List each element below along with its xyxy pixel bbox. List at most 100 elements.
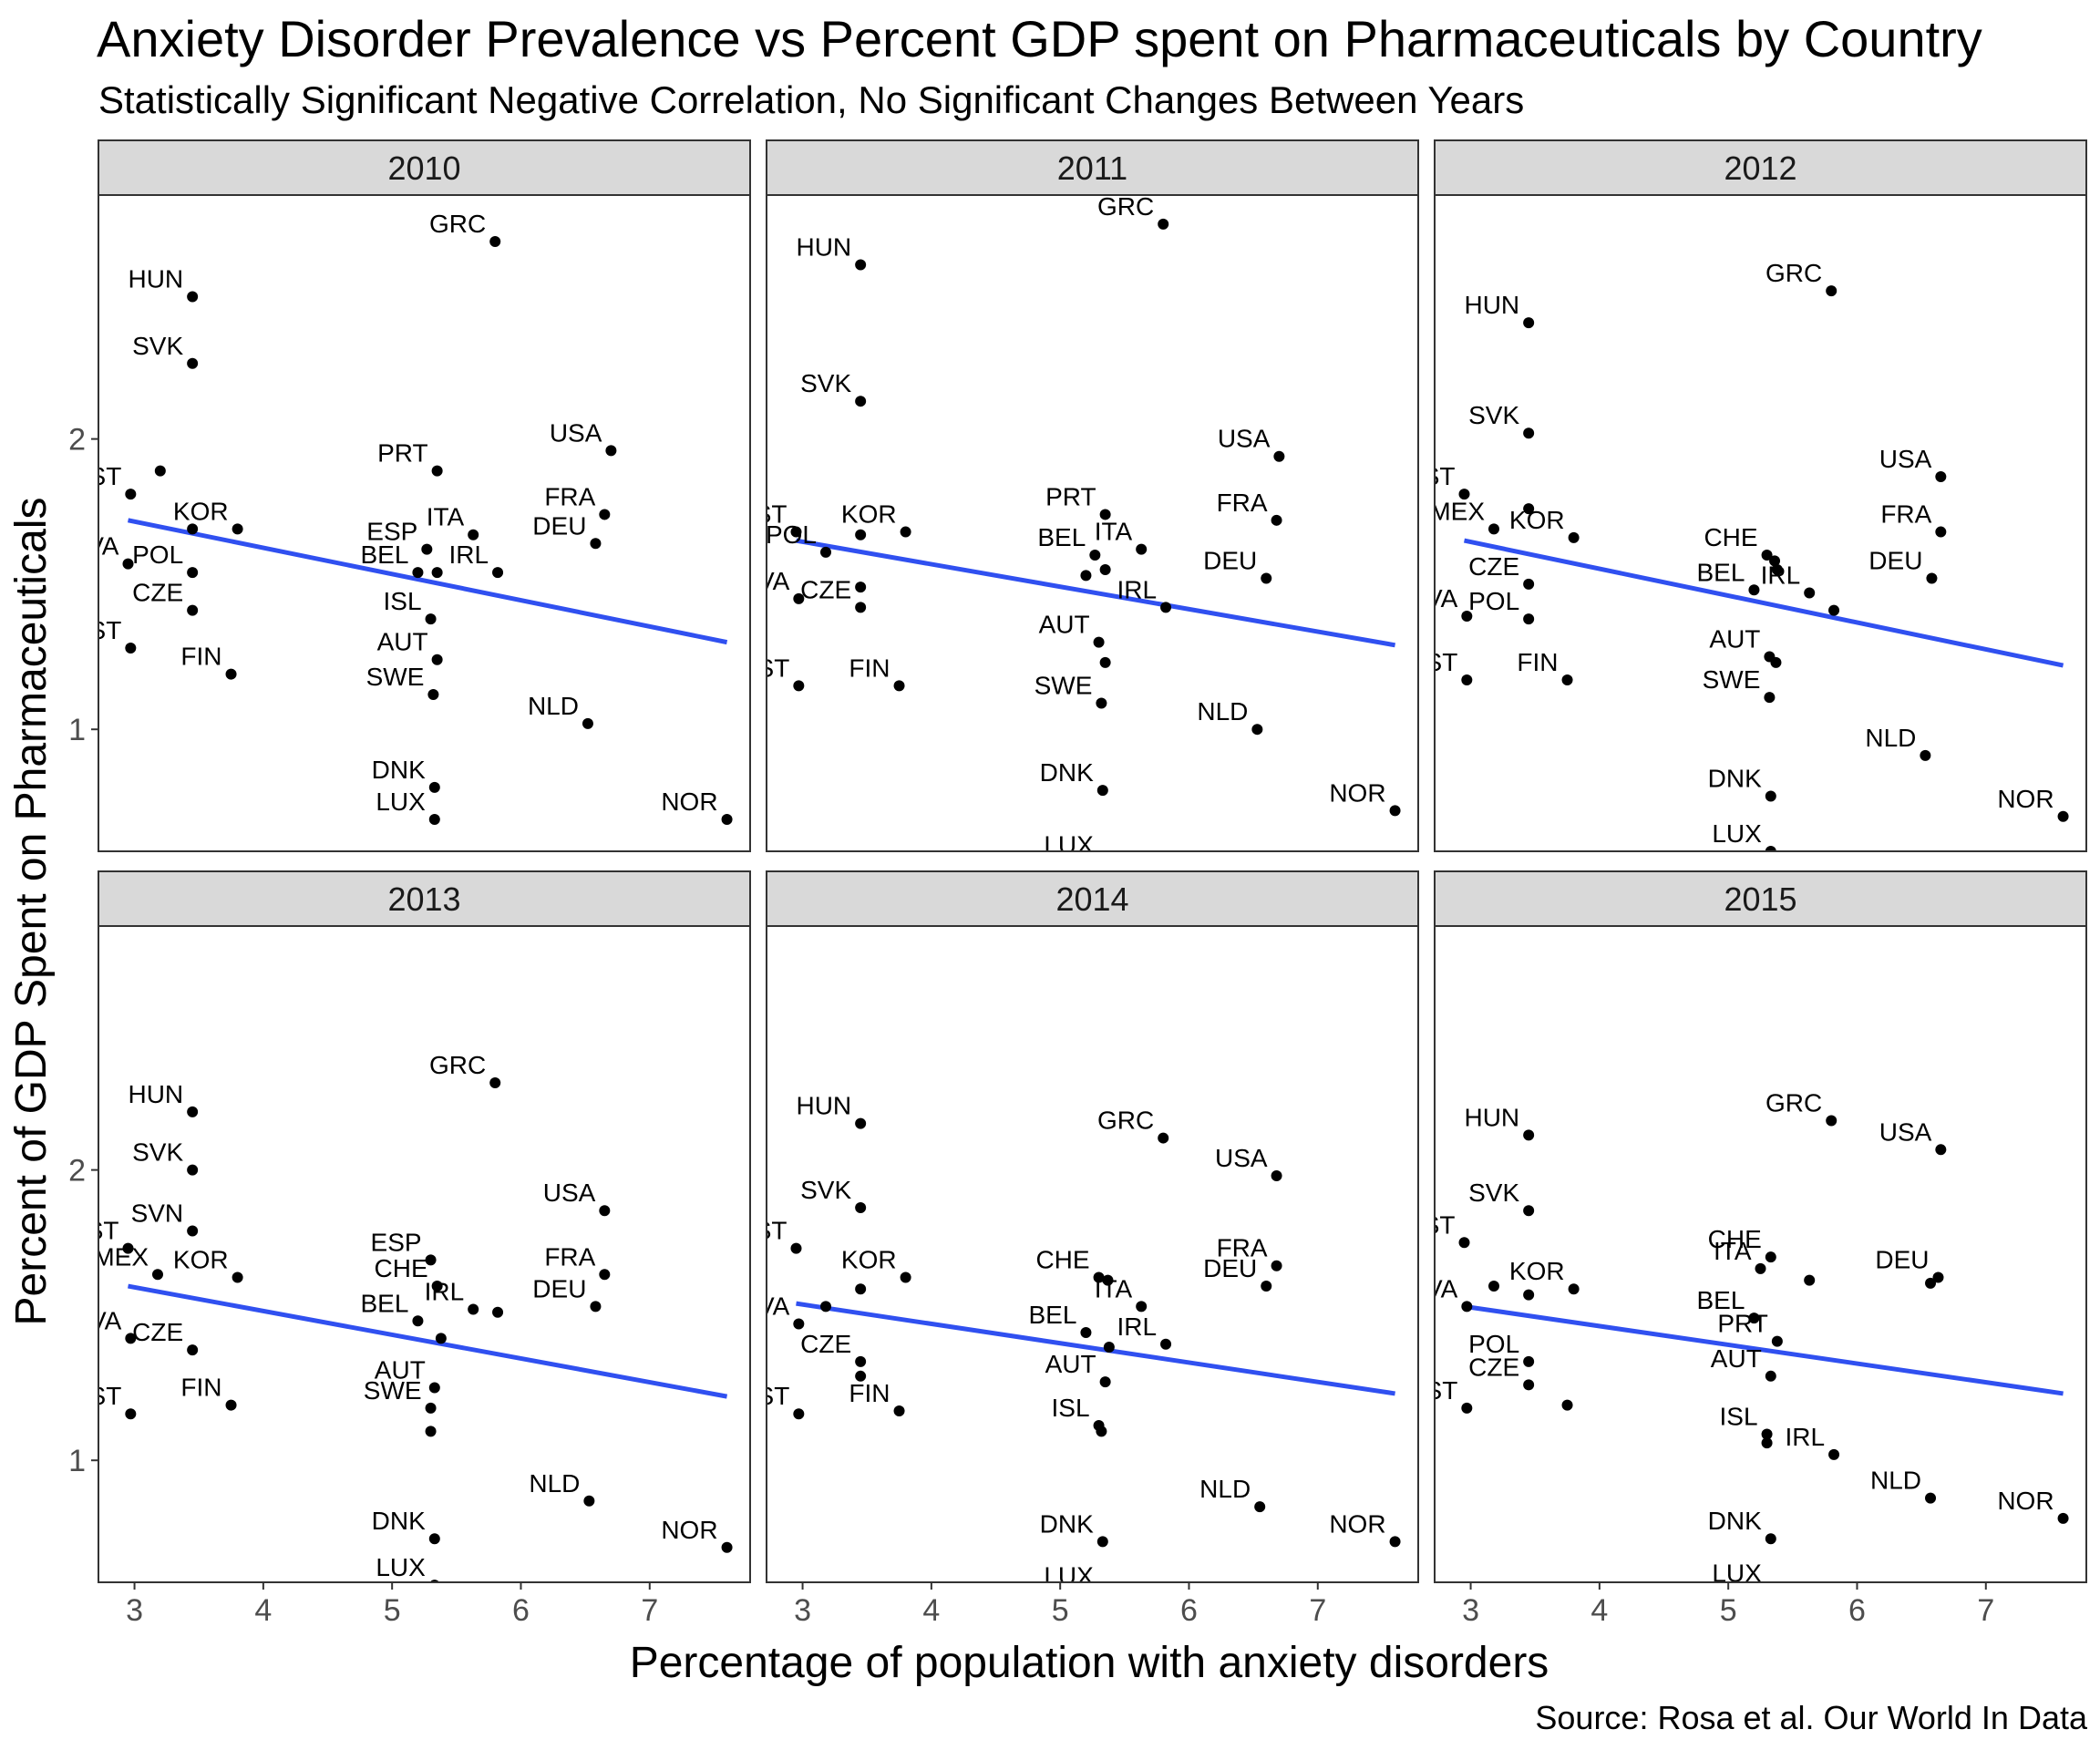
point-label: EST xyxy=(72,616,121,644)
facet-strip-label: 2010 xyxy=(387,149,460,187)
data-point xyxy=(421,543,433,555)
point-label: DNK xyxy=(372,1507,426,1535)
data-point xyxy=(427,688,439,700)
data-point xyxy=(793,592,805,604)
data-point xyxy=(187,1164,199,1176)
point-label: LUX xyxy=(1044,1562,1094,1590)
data-point xyxy=(1160,1338,1172,1350)
point-label: EST xyxy=(72,1382,121,1410)
data-point xyxy=(1096,697,1107,709)
data-point xyxy=(489,235,501,247)
point-label: KOR xyxy=(1509,506,1565,534)
point-label: SVN xyxy=(131,1199,184,1228)
data-point xyxy=(1925,1492,1937,1504)
data-point xyxy=(1097,1589,1108,1600)
facet-plot-area: GRC HUN SVK USA PRT FRA EST KOR ITA POL BEL DEU LVA C… xyxy=(737,192,1401,869)
data-point xyxy=(893,1405,905,1417)
point-label: FIN xyxy=(849,654,890,682)
data-point xyxy=(1771,563,1783,575)
data-point xyxy=(900,526,911,538)
point-label: SVK xyxy=(1468,401,1519,429)
data-point xyxy=(1261,1281,1272,1292)
point-label: IRL xyxy=(448,540,489,569)
data-point xyxy=(583,1495,595,1507)
point-label: KOR xyxy=(841,500,897,529)
point-label: GRC xyxy=(1097,192,1154,221)
point-label: EST xyxy=(737,500,787,529)
point-label: ESP xyxy=(366,518,417,546)
data-point xyxy=(425,1254,437,1266)
data-point xyxy=(492,567,504,579)
x-tick-label: 4 xyxy=(254,1593,272,1628)
point-label: FIN xyxy=(180,643,221,671)
data-point xyxy=(1523,317,1535,329)
point-label: KOR xyxy=(841,1245,897,1273)
data-point xyxy=(125,642,137,654)
point-label: CZE xyxy=(132,1318,183,1346)
point-label: DEU xyxy=(532,1274,586,1302)
point-label: EST xyxy=(737,1217,787,1245)
point-label: AUT xyxy=(1709,625,1760,654)
data-point xyxy=(1389,1536,1401,1548)
point-label: ISL xyxy=(1720,1403,1758,1431)
point-label: EST xyxy=(1408,1376,1457,1405)
point-label: LVA xyxy=(746,567,790,595)
point-label: ITA xyxy=(1095,518,1133,546)
facet-plot-area: HUN GRC USA SVK EST FRA KOR CHE DEU ITA LVA BEL IRL C… xyxy=(737,1092,1401,1600)
point-label: NLD xyxy=(1870,1467,1921,1495)
point-label: BEL xyxy=(360,540,408,569)
point-label: SVK xyxy=(800,1176,851,1204)
data-point xyxy=(1765,846,1776,851)
data-point xyxy=(721,813,733,825)
data-point xyxy=(1389,805,1401,817)
point-label: USA xyxy=(1215,1144,1268,1172)
data-point xyxy=(1523,1379,1535,1391)
data-point xyxy=(1523,1129,1535,1141)
x-tick-label: 5 xyxy=(384,1593,401,1628)
data-point xyxy=(855,1370,867,1382)
data-point xyxy=(1089,550,1101,561)
data-point xyxy=(1158,218,1169,230)
data-point xyxy=(1523,613,1535,625)
x-tick-label: 7 xyxy=(641,1593,658,1628)
facet-panel-2013: 2013 GRC HUN SVK USA SVN EST ESP MEX KOR FRA CHEIRL… xyxy=(68,870,751,1628)
facet-border xyxy=(98,925,751,1583)
data-point xyxy=(1770,656,1782,668)
point-label: NLD xyxy=(1199,1475,1251,1503)
point-label: BEL xyxy=(1037,523,1086,551)
point-label: SWE xyxy=(1035,672,1093,700)
point-label: EST xyxy=(69,1217,118,1245)
point-label: POL xyxy=(132,540,183,569)
point-label: HUN xyxy=(128,1080,183,1108)
facet-strip-label: 2012 xyxy=(1724,149,1796,187)
facet-border xyxy=(766,194,1419,852)
data-point xyxy=(1561,674,1573,686)
data-point xyxy=(1828,604,1840,616)
data-point xyxy=(431,1281,443,1292)
x-axis-title: Percentage of population with anxiety di… xyxy=(630,1639,1549,1687)
point-label: NOR xyxy=(1329,778,1385,807)
data-point xyxy=(1925,1277,1937,1289)
data-point xyxy=(187,604,199,616)
point-label: FIN xyxy=(1517,648,1558,676)
data-point xyxy=(431,654,443,665)
data-point xyxy=(1804,587,1816,599)
point-label: FIN xyxy=(180,1374,221,1402)
data-point xyxy=(1828,1448,1840,1460)
point-label: DNK xyxy=(372,756,426,784)
facet-border xyxy=(766,925,1419,1583)
facet-strip-label: 2013 xyxy=(387,880,460,918)
point-label: IRL xyxy=(1117,575,1157,603)
data-point xyxy=(855,1355,867,1367)
point-label: FRA xyxy=(1880,500,1931,529)
data-point xyxy=(1097,858,1108,869)
data-point xyxy=(855,1117,867,1129)
trend-line xyxy=(796,1301,1395,1396)
data-point xyxy=(793,1318,805,1330)
point-label: BEL xyxy=(1696,1286,1745,1314)
x-tick-label: 4 xyxy=(922,1593,940,1628)
point-label: CZE xyxy=(800,1330,851,1358)
data-point xyxy=(855,1283,867,1295)
